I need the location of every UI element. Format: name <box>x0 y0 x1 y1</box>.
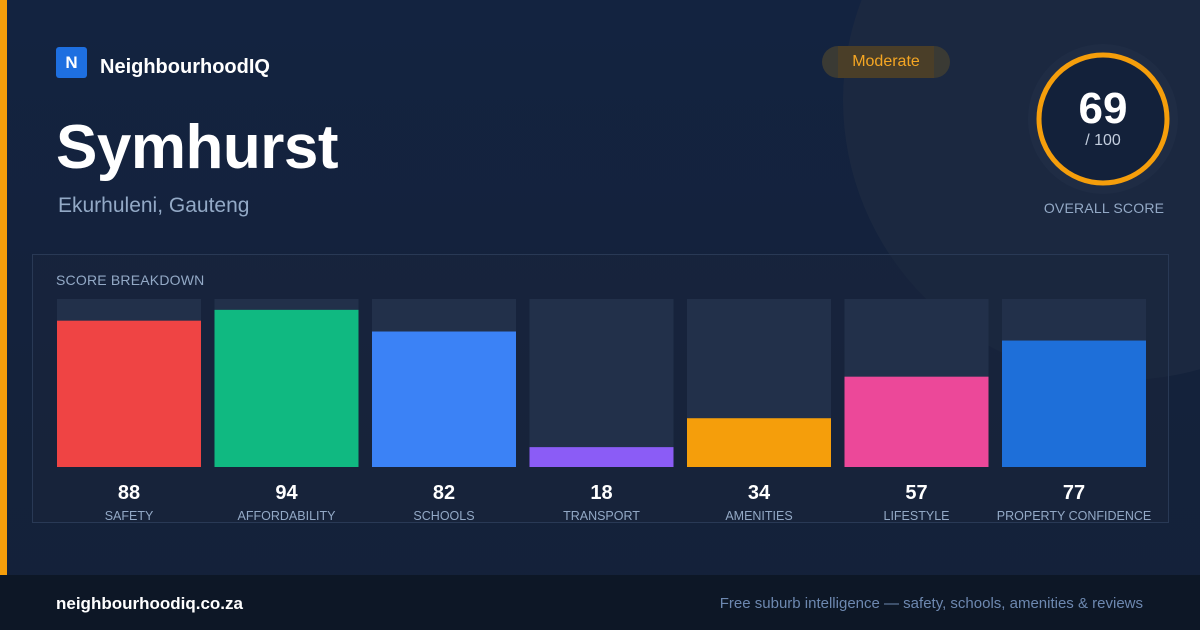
bar-value-label-property-confidence: 77 <box>1063 482 1085 504</box>
score-breakdown-title: SCORE BREAKDOWN <box>56 272 205 288</box>
bar-transport <box>529 447 674 467</box>
bar-lifestyle <box>844 376 989 467</box>
bar-group-transport: 18 TRANSPORT <box>529 299 674 523</box>
bar-track-transport <box>529 299 674 467</box>
brand-logo-icon: N <box>56 47 87 78</box>
bar-category-label-transport: TRANSPORT <box>563 509 640 523</box>
bar-group-lifestyle: 57 LIFESTYLE <box>844 299 989 523</box>
bar-group-schools: 82 SCHOOLS <box>372 299 516 523</box>
bar-group-affordability: 94 AFFORDABILITY <box>214 299 359 523</box>
bar-category-label-lifestyle: LIFESTYLE <box>884 509 950 523</box>
overall-score-caption: OVERALL SCORE <box>1043 200 1165 216</box>
bar-group-safety: 88 SAFETY <box>57 299 201 523</box>
bar-category-label-amenities: AMENITIES <box>725 509 792 523</box>
rating-badge-label: Moderate <box>852 53 920 70</box>
bar-safety <box>57 320 201 467</box>
bar-value-label-affordability: 94 <box>275 482 298 504</box>
bar-group-amenities: 34 AMENITIES <box>687 299 831 523</box>
bar-value-label-schools: 82 <box>433 482 455 504</box>
overall-score-ring: 69 / 100 <box>1028 44 1178 194</box>
footer-domain: neighbourhoodiq.co.za <box>56 594 243 613</box>
overall-score-value: 69 <box>1078 84 1128 133</box>
brand-name: NeighbourhoodIQ <box>100 56 270 78</box>
bar-category-label-property-confidence: PROPERTY CONFIDENCE <box>997 509 1151 523</box>
bar-schools <box>372 331 516 467</box>
bar-affordability <box>214 309 359 467</box>
bar-amenities <box>687 418 831 467</box>
score-ring-graphic <box>1028 44 1178 194</box>
bar-property-confidence <box>1002 340 1146 467</box>
bar-category-label-safety: SAFETY <box>105 509 154 523</box>
bar-value-label-transport: 18 <box>590 482 612 504</box>
brand: N NeighbourhoodIQ <box>56 46 270 79</box>
accent-stripe <box>0 0 7 575</box>
bar-group-property-confidence: 77 PROPERTY CONFIDENCE <box>997 299 1151 523</box>
overall-score-max: / 100 <box>1085 132 1121 149</box>
bar-value-label-safety: 88 <box>118 482 140 504</box>
bar-category-label-schools: SCHOOLS <box>413 509 474 523</box>
footer: neighbourhoodiq.co.za Free suburb intell… <box>0 575 1200 630</box>
bar-value-label-lifestyle: 57 <box>905 482 927 504</box>
footer-tagline: Free suburb intelligence — safety, schoo… <box>719 595 1143 612</box>
suburb-title: Symhurst <box>56 113 338 182</box>
score-breakdown-chart: 88 SAFETY 94 AFFORDABILITY 82 SCHOOLS 18 TRANSP… <box>57 299 1151 523</box>
suburb-location: Ekurhuleni, Gauteng <box>58 194 250 217</box>
bar-value-label-amenities: 34 <box>748 482 771 504</box>
score-breakdown-panel: 88 SAFETY 94 AFFORDABILITY 82 SCHOOLS 18 TRANSP… <box>32 254 1169 523</box>
bar-category-label-affordability: AFFORDABILITY <box>238 509 337 523</box>
rating-badge: Moderate <box>822 46 950 78</box>
